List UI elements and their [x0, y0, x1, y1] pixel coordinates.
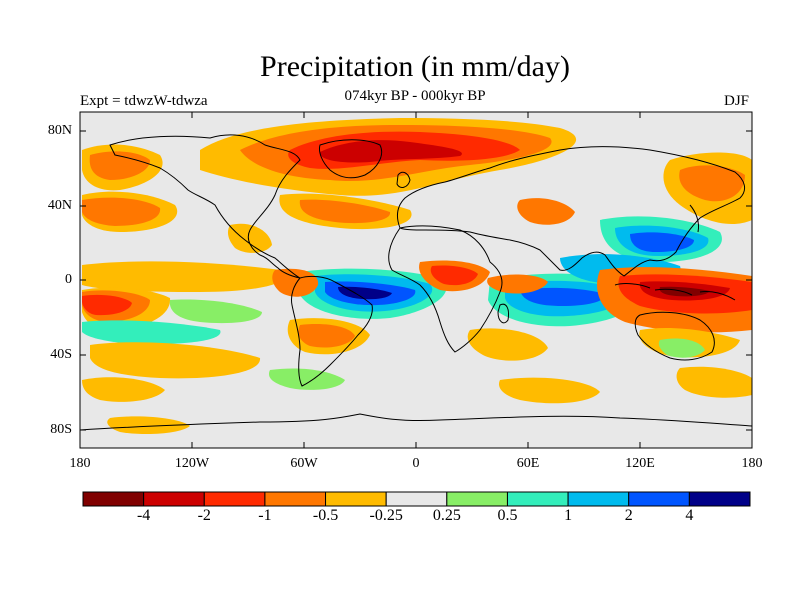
- coastline-north-america: [109, 134, 301, 279]
- colorbar-swatch: [325, 491, 387, 507]
- coastline-africa: [388, 225, 503, 353]
- precip-anomaly-region: [487, 274, 548, 294]
- precip-anomaly-region: [82, 294, 132, 316]
- x-tick-label: 180: [741, 456, 763, 471]
- y-tick-label: 80S: [50, 422, 72, 437]
- season-label: DJF: [724, 93, 750, 109]
- colorbar-label: -0.25: [369, 507, 403, 524]
- colorbar-swatch: [385, 491, 448, 507]
- colorbar-swatch: [203, 491, 266, 507]
- precip-anomaly-region: [299, 199, 391, 224]
- coastline-madagascar: [497, 303, 509, 324]
- y-tick-label: 80N: [47, 123, 72, 138]
- x-tick-label: 120W: [174, 456, 210, 471]
- precip-anomaly-region: [268, 368, 345, 390]
- colorbar-label: 0.5: [497, 507, 518, 524]
- map-panel: [80, 112, 752, 448]
- precip-anomaly-region: [498, 377, 600, 404]
- x-tick-label: 120E: [625, 456, 655, 471]
- precip-anomaly-region: [169, 299, 262, 324]
- experiment-label: Expt = tdwzW-tdwza: [80, 93, 208, 109]
- coastline-greenland: [319, 139, 383, 179]
- precip-anomaly-region: [82, 377, 165, 402]
- precip-anomaly-region: [319, 140, 462, 163]
- map-subtitle: 074kyr BP - 000kyr BP: [344, 88, 486, 104]
- colorbar-swatch: [143, 491, 205, 507]
- map-ticks: [79, 112, 753, 448]
- colorbar-label: -2: [197, 507, 211, 524]
- colorbar: [82, 491, 751, 507]
- precip-anomaly-region: [658, 338, 705, 358]
- coastline-japan: [689, 204, 699, 233]
- y-tick-label: 40N: [47, 198, 72, 213]
- colorbar-label: -0.5: [312, 507, 339, 524]
- precip-anomaly-region: [676, 366, 752, 398]
- colorbar-label: -1: [258, 507, 272, 524]
- coastline-australia: [634, 311, 715, 361]
- precip-anomaly-region: [82, 320, 221, 345]
- precip-anomaly-region: [467, 328, 548, 361]
- precip-anomaly-region: [430, 265, 478, 286]
- map-title: Precipitation (in mm/day): [260, 50, 570, 83]
- precip-anomaly-region: [338, 286, 392, 300]
- colorbar-swatch: [264, 491, 327, 507]
- colorbar-label: -4: [136, 507, 151, 524]
- colorbar-swatch: [567, 491, 630, 507]
- colorbar-label: 0.25: [432, 507, 461, 524]
- precip-anomaly-region: [227, 223, 272, 253]
- y-tick-label: 40S: [50, 347, 72, 362]
- precip-anomaly-region: [90, 342, 261, 379]
- coastline-antarctica: [80, 413, 752, 431]
- coastline-indonesia: [614, 283, 736, 301]
- precip-anomaly-region: [107, 416, 190, 434]
- colorbar-label: 2: [624, 507, 633, 524]
- coastline-british-isles: [396, 171, 411, 188]
- precip-anomaly-region: [517, 198, 575, 225]
- precip-anomaly-region: [272, 268, 319, 297]
- x-tick-label: 0: [412, 456, 420, 471]
- coastline-eurasia: [397, 146, 746, 277]
- colorbar-label: 4: [685, 507, 694, 524]
- precip-anomaly-region: [679, 165, 745, 202]
- precip-anomaly-region: [82, 197, 161, 226]
- colorbar-swatch: [446, 491, 508, 507]
- colorbar-swatch: [506, 491, 569, 507]
- y-tick-label: 0: [65, 272, 72, 287]
- x-tick-label: 60E: [516, 456, 540, 471]
- coastline-south-america: [291, 275, 373, 387]
- precip-anomaly-region: [89, 151, 150, 180]
- colorbar-swatch: [628, 491, 690, 507]
- colorbar-swatch: [688, 491, 751, 507]
- coastlines: [80, 134, 752, 431]
- precip-anomaly-region: [298, 324, 355, 348]
- x-tick-label: 60W: [290, 456, 318, 471]
- colorbar-label: 1: [564, 507, 573, 524]
- precip-anomaly-region: [520, 287, 606, 306]
- precip-anomaly-region: [82, 261, 286, 292]
- x-tick-label: 180: [69, 456, 91, 471]
- colorbar-swatch: [82, 491, 145, 507]
